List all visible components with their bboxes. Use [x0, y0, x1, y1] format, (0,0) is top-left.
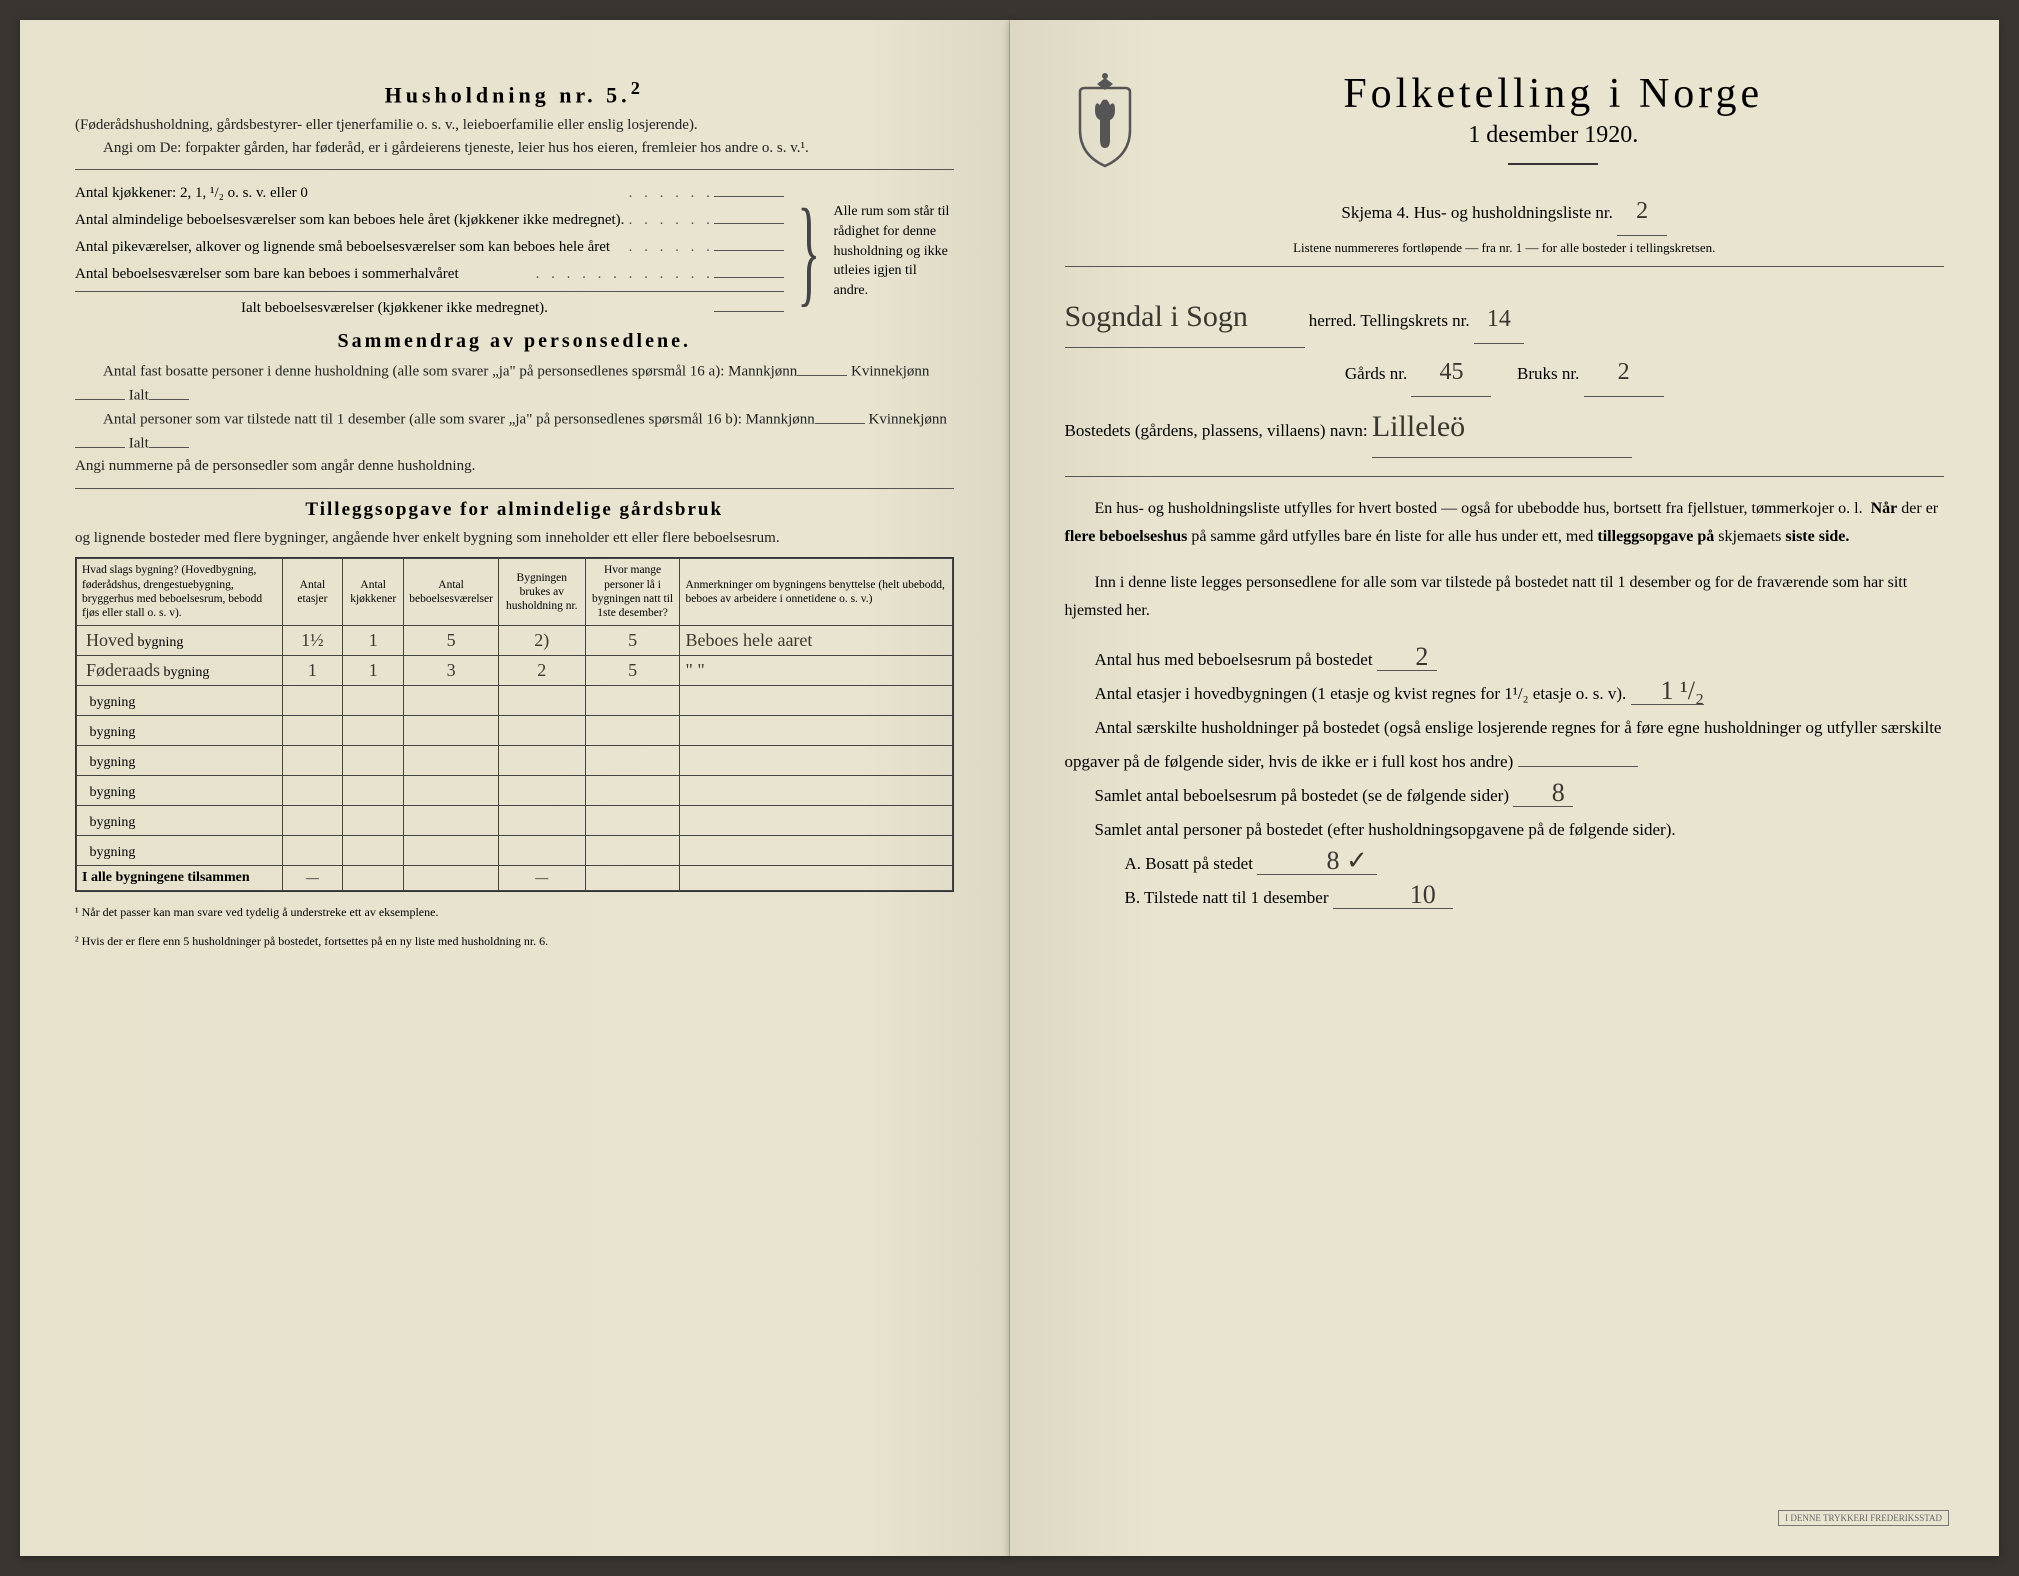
title-underline [1508, 163, 1598, 165]
gards-nr-field: 45 [1411, 348, 1491, 397]
table-row: bygning [77, 805, 953, 835]
q-rooms: Samlet antal beboelsesrum på bostedet (s… [1065, 779, 1945, 813]
table-row: bygning [77, 715, 953, 745]
q-etasjer: Antal etasjer i hovedbygningen (1 etasje… [1065, 677, 1945, 711]
q-b: B. Tilstede natt til 1 desember 10 [1065, 881, 1945, 915]
totals-label: I alle bygningene tilsammen [77, 865, 283, 890]
printer-stamp: I DENNE TRYKKERI FREDERIKSSTAD [1778, 1510, 1949, 1526]
household-sub2: Angi om De: forpakter gården, har føderå… [75, 137, 954, 160]
table-row: bygning [77, 745, 953, 775]
herred-field: Sogndal i Sogn [1065, 287, 1305, 348]
herred-line: Sogndal i Sogn herred. Tellingskrets nr.… [1065, 287, 1945, 348]
rooms-brace-section: Antal kjøkkener: 2, 1, ¹/₂ o. s. v. elle… [75, 180, 954, 322]
para2: Inn i denne liste legges personsedlene f… [1065, 569, 1945, 625]
hus-count-field: 2 [1377, 644, 1437, 671]
table-row: Føderaads bygning11325" " [77, 655, 953, 685]
tillegg-title: Tilleggsopgave for almindelige gårdsbruk [75, 499, 954, 521]
document-spread: Husholdning nr. 5.2 (Føderådshusholdning… [20, 20, 1999, 1556]
bosted-line: Bostedets (gårdens, plassens, villaens) … [1065, 397, 1945, 458]
th-etasjer: Antal etasjer [282, 559, 342, 626]
krets-nr-field: 14 [1474, 295, 1524, 344]
para1: En hus- og husholdningsliste utfylles fo… [1065, 495, 1945, 551]
table-row: bygning [77, 685, 953, 715]
th-bygning: Hvad slags bygning? (Hovedbygning, føder… [77, 559, 283, 626]
household-heading: Husholdning nr. 5.2 [75, 78, 954, 108]
rooms-field: 8 [1513, 780, 1573, 807]
table-header-row: Hvad slags bygning? (Hovedbygning, føder… [77, 559, 953, 626]
th-vaerelser: Antal beboelsesværelser [404, 559, 499, 626]
table-totals-row: I alle bygningene tilsammen — — [77, 865, 953, 890]
total-rooms-row: Ialt beboelsesværelser (kjøkkener ikke m… [75, 295, 784, 322]
summary-line1: Antal fast bosatte personer i denne hush… [75, 359, 954, 407]
brace-icon: } [797, 191, 820, 311]
household-sub1: (Føderådshusholdning, gårdsbestyrer- ell… [75, 114, 954, 137]
left-page: Husholdning nr. 5.2 (Føderådshusholdning… [20, 20, 1010, 1556]
tilstede-field: 10 [1333, 882, 1453, 909]
bosted-field: Lilleleö [1372, 397, 1632, 458]
q-a: A. Bosatt på stedet 8 ✓ [1065, 847, 1945, 881]
schema-nr-field: 2 [1617, 187, 1667, 236]
bosatt-field: 8 ✓ [1257, 848, 1377, 875]
th-husholdnr: Bygningen brukes av husholdning nr. [498, 559, 585, 626]
summer-rooms-row: Antal beboelsesværelser som bare kan beb… [75, 261, 784, 288]
table-row: bygning [77, 835, 953, 865]
gards-line: Gårds nr. 45 Bruks nr. 2 [1065, 348, 1945, 397]
th-kjokkener: Antal kjøkkener [343, 559, 404, 626]
footnote1: ¹ Når det passer kan man svare ved tydel… [75, 904, 954, 921]
brace-text: Alle rum som står til rådighet for denne… [834, 202, 954, 300]
main-title: Folketelling i Norge [1163, 70, 1945, 118]
q-hus: Antal hus med beboelsesrum på bostedet 2 [1065, 643, 1945, 677]
divider2 [75, 488, 954, 489]
schema-line: Skjema 4. Hus- og husholdningsliste nr. … [1065, 187, 1945, 236]
th-anmerk: Anmerkninger om bygningens benyttelse (h… [680, 559, 952, 626]
th-personer: Hvor mange personer lå i bygningen natt … [585, 559, 680, 626]
summary-title: Sammendrag av personsedlene. [75, 330, 954, 353]
maids-rooms-row: Antal pikeværelser, alkover og lignende … [75, 234, 784, 261]
buildings-table: Hvad slags bygning? (Hovedbygning, føder… [75, 557, 954, 892]
kitchens-row: Antal kjøkkener: 2, 1, ¹/₂ o. s. v. elle… [75, 180, 784, 207]
summary-line2: Antal personer som var tilstede natt til… [75, 407, 954, 455]
tillegg-sub: og lignende bosteder med flere bygninger… [75, 527, 954, 550]
census-date: 1 desember 1920. [1163, 122, 1945, 149]
table-row: bygning [77, 775, 953, 805]
q-husholdninger: Antal særskilte husholdninger på bostede… [1065, 711, 1945, 779]
bruks-nr-field: 2 [1584, 348, 1664, 397]
summary-line3: Angi nummerne på de personsedler som ang… [75, 455, 954, 478]
q-persons: Samlet antal personer på bostedet (efter… [1065, 813, 1945, 847]
divider [75, 169, 954, 170]
right-page: Folketelling i Norge 1 desember 1920. Sk… [1010, 20, 2000, 1556]
rooms-all-year-row: Antal almindelige beboelsesværelser som … [75, 207, 784, 234]
footnote2: ² Hvis der er flere enn 5 husholdninger … [75, 933, 954, 950]
listene-note: Listene nummereres fortløpende — fra nr.… [1065, 240, 1945, 256]
coat-of-arms-icon [1065, 70, 1145, 175]
etasjer-field: 1 ¹/₂ [1631, 678, 1705, 705]
table-row: Hoved bygning1½152)5Beboes hele aaret [77, 625, 953, 655]
